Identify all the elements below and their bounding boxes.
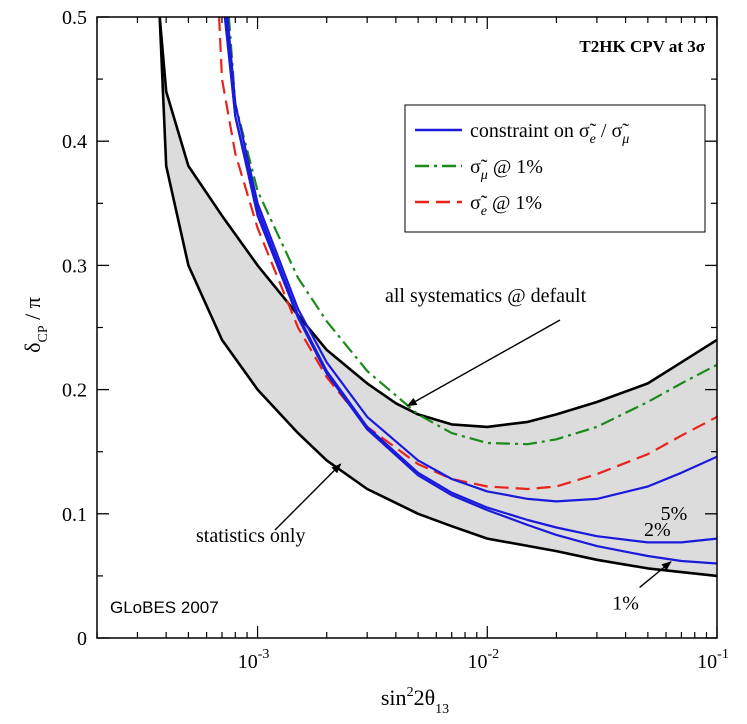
curve-label-2: 1% — [612, 592, 639, 614]
systematics-band — [159, 17, 717, 576]
curve-label-0: 5% — [661, 503, 688, 525]
x-tick-label: 10-2 — [467, 647, 499, 673]
annotation-label-1: statistics only — [196, 525, 305, 547]
y-axis-label-sub: CP — [36, 325, 51, 342]
annotation-label-0: all systematics @ default — [385, 285, 587, 307]
x-axis-label-base: sin — [381, 685, 407, 710]
x-tick-label: 10-3 — [238, 647, 270, 673]
series-line-5 — [225, 17, 717, 544]
curve-label-arrow-2 — [639, 561, 672, 588]
curve-label-1: 2% — [644, 519, 671, 541]
x-axis-label-mid: 2θ — [414, 685, 436, 710]
chart-title: T2HK CPV at 3σ — [579, 37, 705, 56]
annotation-arrow-0 — [406, 319, 561, 407]
y-axis-label-base: δ — [20, 342, 45, 352]
legend-box — [404, 104, 706, 233]
watermark: GLoBES 2007 — [110, 598, 219, 617]
x-axis-label-sup: 2 — [407, 685, 414, 700]
y-axis-label: δCP / π — [20, 297, 51, 353]
series-line-0 — [158, 17, 717, 429]
series-line-2 — [227, 17, 717, 446]
annotation-arrow-1 — [274, 463, 342, 531]
y-tick-label: 0.3 — [62, 255, 87, 277]
series-line-3 — [218, 17, 717, 491]
y-tick-label: 0.5 — [62, 7, 87, 29]
legend-label-0: constraint on σ̃e / σ̃μ — [470, 120, 629, 147]
y-tick-label: 0 — [77, 628, 87, 650]
x-axis-label: sin22θ13 — [381, 685, 449, 717]
x-axis-label-sub: 13 — [435, 702, 449, 717]
y-tick-label: 0.4 — [62, 131, 87, 153]
series-line-1 — [158, 17, 717, 578]
x-tick-label: 10-1 — [697, 647, 729, 673]
y-tick-label: 0.2 — [62, 380, 87, 402]
y-tick-label: 0.1 — [62, 504, 87, 526]
y-axis-label-tail: / π — [20, 297, 45, 325]
series-line-6 — [223, 17, 717, 565]
legend: constraint on σ̃e / σ̃μσ̃μ @ 1%σ̃e @ 1% — [404, 104, 706, 233]
series-line-4 — [226, 17, 717, 503]
